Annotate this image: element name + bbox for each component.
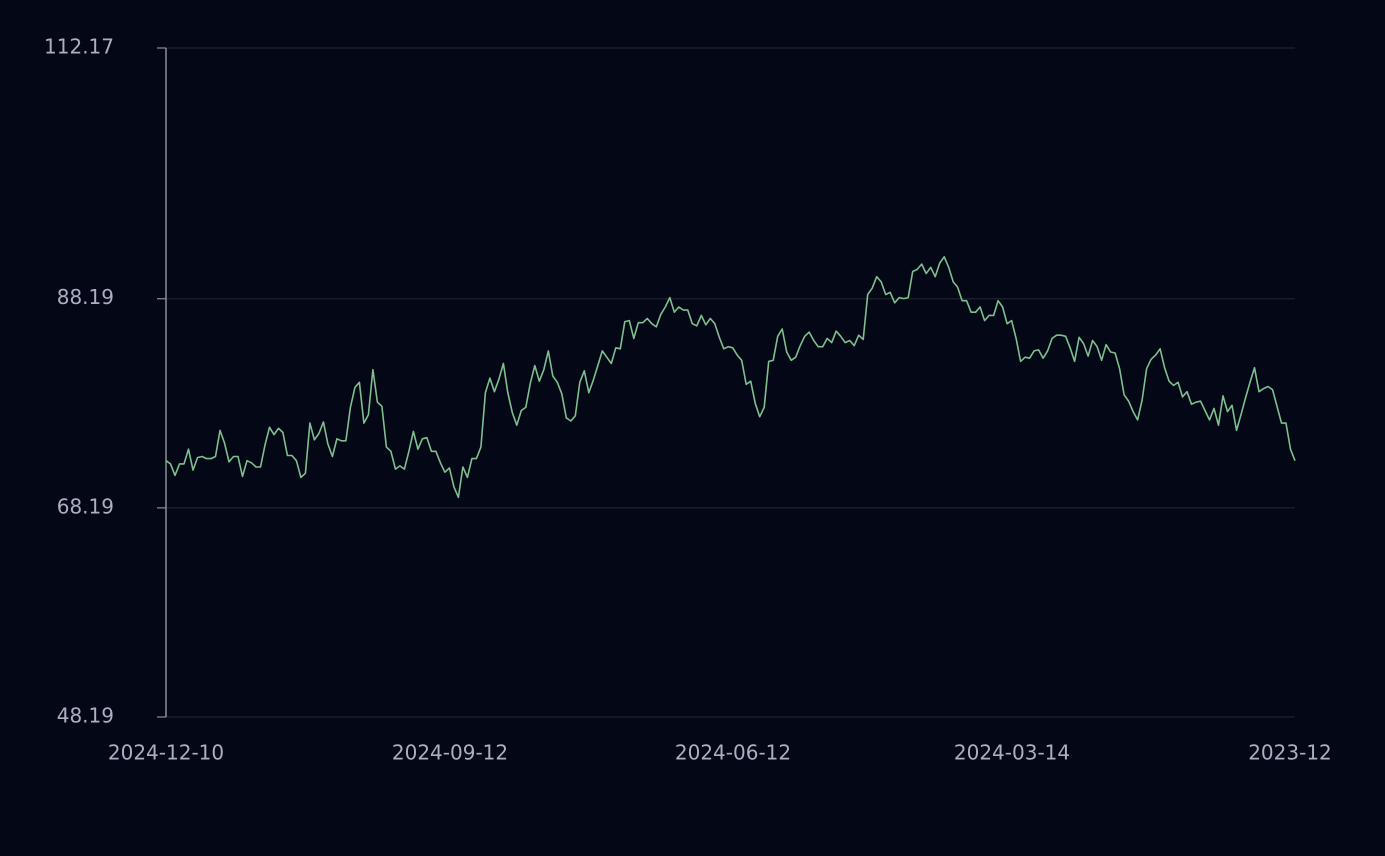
y-tick-label: 112.17 xyxy=(44,35,114,59)
x-tick-label: 2024-12-10 xyxy=(108,741,224,765)
x-tick-label: 2024-06-12 xyxy=(675,741,791,765)
series-layer xyxy=(165,255,1296,499)
tick-labels: 112.17 88.19 68.19 48.19 2024-12-10 2024-09-1… xyxy=(44,35,1332,765)
series-line-0 xyxy=(165,255,1296,499)
y-tick-label: 48.19 xyxy=(57,704,114,728)
x-tick-label: 2024-03-14 xyxy=(954,741,1070,765)
axes xyxy=(157,47,167,718)
y-tick-label: 88.19 xyxy=(57,285,114,309)
x-tick-label: 2023-12 xyxy=(1248,741,1332,765)
x-tick-label: 2024-09-12 xyxy=(392,741,508,765)
y-tick-label: 68.19 xyxy=(57,494,114,518)
grid-lines xyxy=(166,47,1295,718)
